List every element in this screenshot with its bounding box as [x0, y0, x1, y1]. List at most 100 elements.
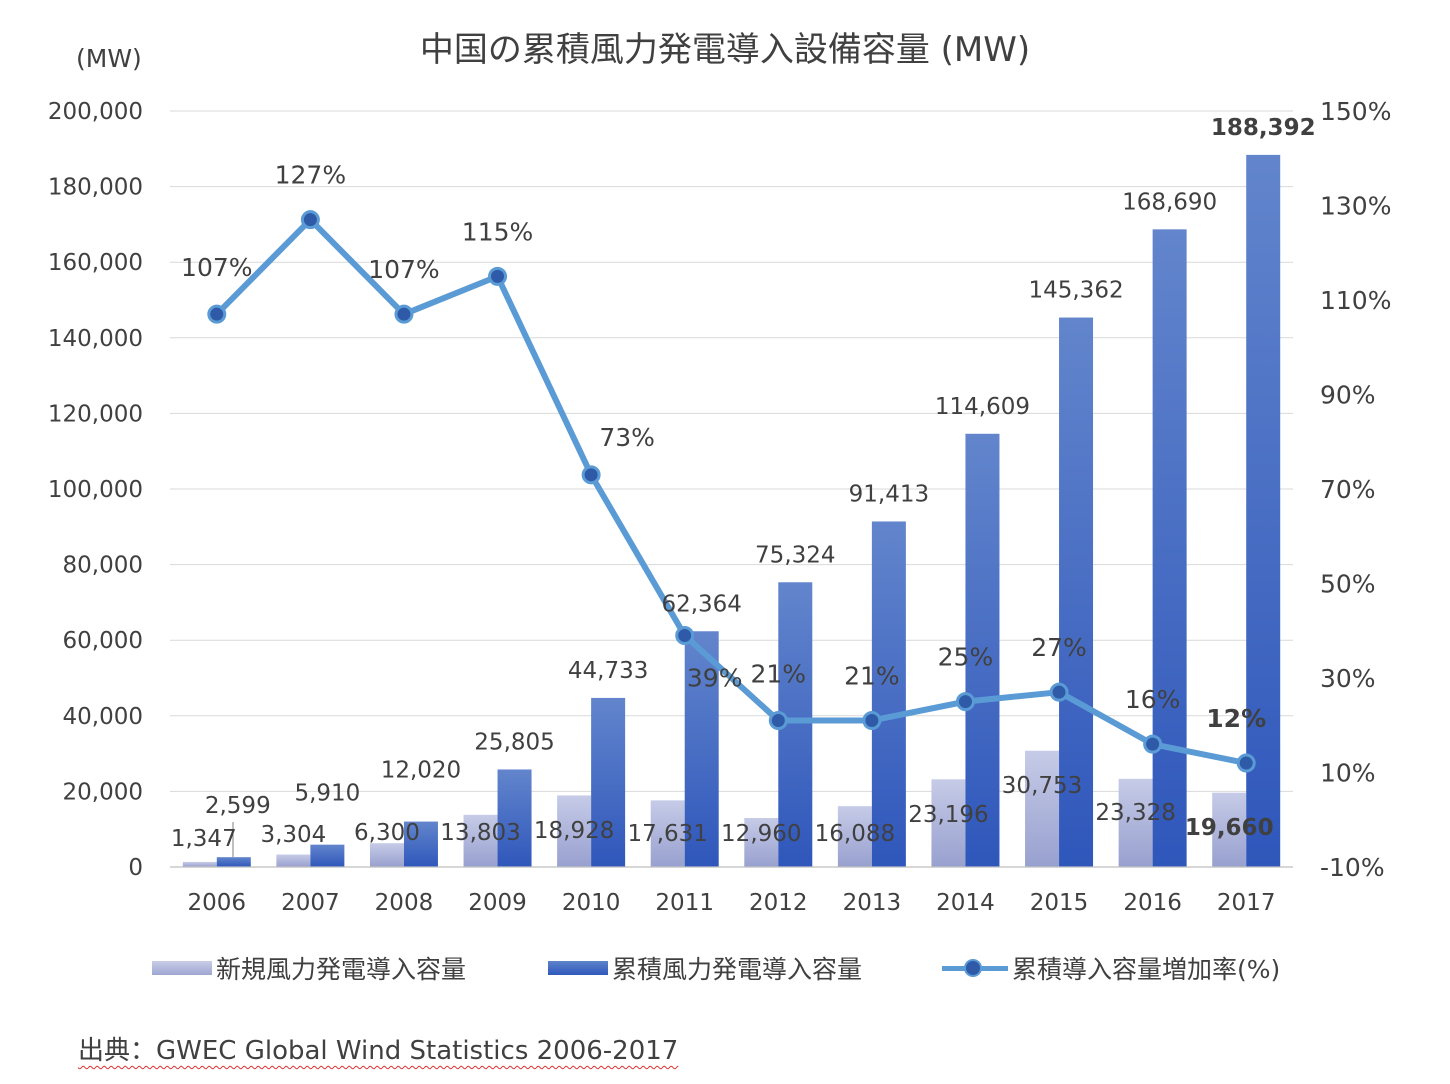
growth-point — [862, 711, 882, 731]
label-growth: 107% — [181, 253, 252, 282]
gridlines — [170, 110, 1293, 792]
bar-cumulative — [1152, 229, 1187, 867]
label-new: 18,928 — [534, 818, 614, 844]
y-tick-label: 60,000 — [63, 628, 143, 654]
growth-point — [955, 692, 975, 712]
y-tick-label: 80,000 — [63, 553, 143, 579]
bar-cumulative — [684, 631, 719, 867]
y2-tick-label: 30% — [1320, 664, 1376, 693]
y-tick-label: 0 — [128, 855, 143, 881]
y-tick-label: 20,000 — [63, 779, 143, 805]
x-tick-label: 2006 — [188, 890, 247, 916]
y-axis-unit-label: (MW) — [76, 44, 142, 73]
label-growth: 27% — [1031, 633, 1087, 662]
label-cumulative: 5,910 — [294, 781, 360, 807]
label-cumulative: 91,413 — [849, 481, 929, 507]
chart-title: 中国の累積風力発電導入設備容量 (MW) — [419, 30, 1031, 70]
label-cumulative: 145,362 — [1028, 278, 1123, 304]
source-text: 出典：GWEC Global Wind Statistics 2006-2017 — [78, 1036, 679, 1066]
bar-cumulative — [403, 821, 438, 867]
bar-new — [182, 861, 217, 867]
growth-point — [1236, 753, 1256, 773]
x-tick-label: 2012 — [749, 890, 808, 916]
legend: 新規風力発電導入容量 累積風力発電導入容量 累積導入容量増加率(%) — [0, 950, 1450, 990]
label-growth: 21% — [844, 662, 900, 691]
label-new: 19,660 — [1185, 815, 1274, 841]
growth-point — [207, 304, 227, 324]
x-tick-label: 2014 — [936, 890, 995, 916]
y2-tick-label: 150% — [1320, 97, 1391, 126]
x-tick-label: 2009 — [468, 890, 527, 916]
y2-tick-label: 70% — [1320, 475, 1376, 504]
growth-line-path — [214, 216, 1247, 766]
bar-cumulative — [1246, 154, 1281, 867]
growth-point — [488, 266, 508, 286]
x-tick-label: 2015 — [1030, 890, 1089, 916]
label-cumulative: 114,609 — [935, 394, 1030, 420]
y-tick-label: 120,000 — [48, 401, 143, 427]
label-cumulative: 188,392 — [1211, 115, 1316, 141]
legend-label-new: 新規風力発電導入容量 — [216, 955, 467, 984]
bar-new — [931, 779, 966, 867]
x-tick-label: 2016 — [1123, 890, 1182, 916]
label-cumulative: 12,020 — [381, 758, 461, 784]
bar-cumulative — [871, 521, 906, 867]
bar-new — [1025, 750, 1060, 867]
bar-cumulative — [591, 697, 626, 867]
x-tick-label: 2011 — [655, 890, 714, 916]
y2-tick-label: 50% — [1320, 570, 1376, 599]
label-cumulative: 168,690 — [1122, 189, 1217, 215]
legend-item-cumulative: 累積風力発電導入容量 — [548, 950, 862, 986]
growth-point — [394, 304, 414, 324]
label-growth: 16% — [1125, 685, 1181, 714]
bar-new — [1212, 792, 1247, 867]
label-growth: 12% — [1206, 704, 1266, 733]
y-tick-label: 180,000 — [48, 175, 143, 201]
source-note: 出典：GWEC Global Wind Statistics 2006-2017 — [78, 1030, 678, 1067]
y2-tick-label: -10% — [1320, 853, 1385, 882]
bar-new — [744, 818, 779, 867]
bar-new — [463, 814, 498, 867]
x-tick-label: 2013 — [843, 890, 902, 916]
y-tick-label: 200,000 — [48, 99, 143, 125]
label-cumulative: 25,805 — [474, 729, 554, 755]
growth-line — [207, 210, 1256, 773]
legend-item-growth: 累積導入容量増加率(%) — [942, 950, 1280, 986]
x-tick-label: 2007 — [281, 890, 340, 916]
legend-swatch-cumulative — [548, 961, 608, 975]
bar-cumulative — [216, 857, 251, 867]
label-cumulative: 62,364 — [661, 591, 741, 617]
bar-new — [837, 806, 872, 867]
bar-cumulative — [1059, 317, 1094, 868]
y2-tick-label: 130% — [1320, 192, 1391, 221]
x-tick-label: 2008 — [375, 890, 434, 916]
growth-point — [675, 625, 695, 645]
bar-cumulative — [497, 769, 532, 867]
legend-item-new: 新規風力発電導入容量 — [152, 950, 466, 986]
axes: 0 20,000 40,000 60,000 80,000 100,000 120,000 1… — [48, 97, 1392, 916]
label-new: 23,196 — [908, 802, 988, 828]
bars — [182, 154, 1281, 868]
label-new: 16,088 — [815, 821, 895, 847]
y2-tick-label: 10% — [1320, 759, 1376, 788]
y-tick-label: 100,000 — [48, 477, 143, 503]
label-new: 17,631 — [627, 821, 707, 847]
x-tick-label: 2017 — [1217, 890, 1276, 916]
legend-swatch-new — [152, 961, 212, 975]
y2-tick-label: 110% — [1320, 286, 1391, 315]
growth-point — [1049, 682, 1069, 702]
bar-cumulative — [310, 844, 345, 867]
y2-tick-label: 90% — [1320, 381, 1376, 410]
label-cumulative: 2,599 — [205, 793, 271, 819]
y-tick-label: 40,000 — [63, 704, 143, 730]
y-tick-label: 140,000 — [48, 326, 143, 352]
bar-new — [1118, 778, 1153, 867]
label-growth: 25% — [938, 643, 994, 672]
label-growth: 39% — [687, 663, 743, 692]
label-new: 3,304 — [260, 822, 326, 848]
legend-label-cumulative: 累積風力発電導入容量 — [612, 955, 863, 984]
label-growth: 21% — [751, 660, 807, 689]
growth-point — [1143, 734, 1163, 754]
label-cumulative: 44,733 — [568, 658, 648, 684]
